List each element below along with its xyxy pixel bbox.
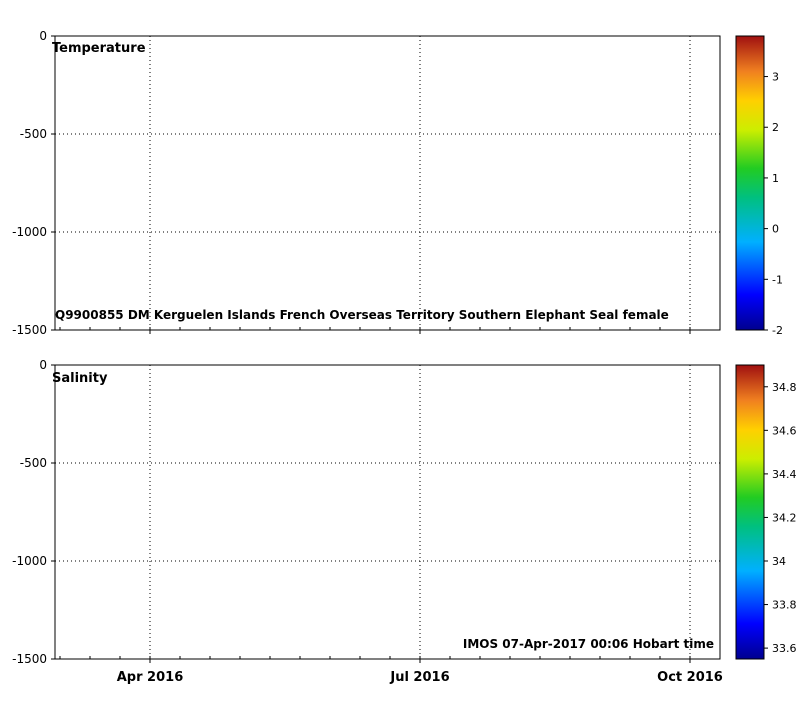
y-tick-label: -500 <box>20 127 47 141</box>
temperature-axes-frame <box>55 36 720 330</box>
deployment-label: Q9900855 DM Kerguelen Islands French Ove… <box>55 308 669 322</box>
temperature-axes: 0 -500 -1000 -1500 <box>12 29 720 337</box>
temperature-panel: 0 -500 -1000 -1500 Temperature Q9900855 DM … <box>12 29 720 337</box>
temperature-title: Temperature <box>52 41 146 56</box>
y-tick-label: -1000 <box>12 225 47 239</box>
y-tick-label: 0 <box>39 29 47 43</box>
y-tick-label: -1500 <box>12 323 47 337</box>
